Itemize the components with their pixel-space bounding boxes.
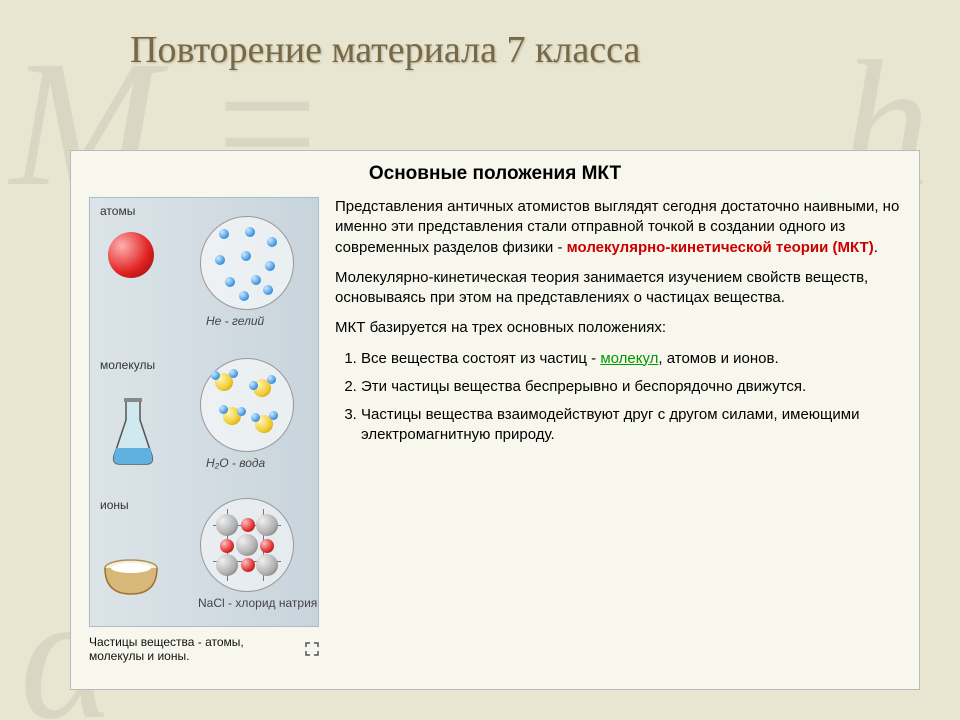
- p1-after: .: [874, 239, 878, 256]
- label-water: H₂O - вода: [206, 456, 265, 470]
- illustration-caption-row: Частицы вещества - атомы, молекулы и ион…: [89, 635, 319, 663]
- panel-heading: Основные положения МКТ: [89, 163, 901, 185]
- water-circle: [200, 358, 294, 452]
- paragraph-1: Представления античных атомистов выглядя…: [335, 197, 901, 258]
- p1-highlight: молекулярно-кинетической теории (МКТ): [567, 239, 874, 256]
- panel-body: атомы He - гелий: [89, 197, 901, 663]
- link-molecules[interactable]: молекул: [600, 350, 658, 367]
- particle-diagram: атомы He - гелий: [89, 197, 319, 627]
- atom-red-sphere: [108, 232, 154, 278]
- list-item: Все вещества состоят из частиц - молекул…: [361, 349, 901, 369]
- li1-after: , атомов и ионов.: [658, 350, 778, 367]
- li2-text: Эти частицы вещества беспрерывно и беспо…: [361, 378, 806, 395]
- bowl-icon: [102, 558, 160, 598]
- expand-icon[interactable]: [305, 642, 319, 656]
- label-nacl: NaCl - хлорид натрия: [198, 596, 317, 610]
- helium-circle: [200, 216, 294, 310]
- illustration-column: атомы He - гелий: [89, 197, 319, 663]
- label-atoms: атомы: [100, 204, 135, 218]
- label-ions: ионы: [100, 498, 129, 512]
- nacl-circle: [200, 498, 294, 592]
- slide-title: Повторение материала 7 класса: [130, 28, 640, 74]
- label-molecules: молекулы: [100, 358, 155, 372]
- paragraph-3: МКТ базируется на трех основных положени…: [335, 318, 901, 338]
- slide: M = h α ~ Повторение материала 7 класса …: [0, 0, 960, 720]
- illustration-caption: Частицы вещества - атомы, молекулы и ион…: [89, 635, 299, 663]
- paragraph-2: Молекулярно-кинетическая теория занимает…: [335, 268, 901, 309]
- postulates-list: Все вещества состоят из частиц - молекул…: [335, 349, 901, 446]
- li3-text: Частицы вещества взаимодействуют друг с …: [361, 406, 859, 443]
- flask-icon: [108, 398, 158, 468]
- label-helium: He - гелий: [206, 314, 264, 328]
- text-column: Представления античных атомистов выглядя…: [335, 197, 901, 663]
- list-item: Частицы вещества взаимодействуют друг с …: [361, 405, 901, 446]
- content-panel: Основные положения МКТ атомы: [70, 150, 920, 690]
- li1-before: Все вещества состоят из частиц -: [361, 350, 600, 367]
- list-item: Эти частицы вещества беспрерывно и беспо…: [361, 377, 901, 397]
